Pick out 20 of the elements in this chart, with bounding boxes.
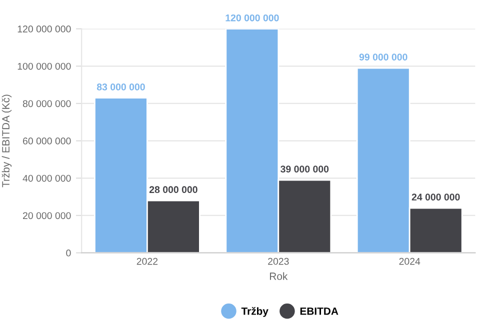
y-tick-label: 100 000 000 <box>18 62 71 70</box>
y-axis-title: Tržby / EBITDA (Kč) <box>2 94 12 188</box>
x-tick-label: 2024 <box>399 258 420 265</box>
x-axis-title: Rok <box>270 272 288 280</box>
data-label: 24 000 000 <box>412 194 460 201</box>
y-tick-label: 20 000 000 <box>23 212 71 220</box>
data-label: 120 000 000 <box>226 14 279 22</box>
y-tick-label: 40 000 000 <box>22 174 71 182</box>
data-label: 39 000 000 <box>280 166 329 173</box>
y-tick-label: 0 <box>66 250 71 256</box>
legend-label: EBITDA <box>300 308 338 315</box>
data-label: 99 000 000 <box>359 54 408 61</box>
y-tick-label: 60 000 000 <box>23 138 71 144</box>
data-label: 28 000 000 <box>149 186 198 194</box>
data-label: 83 000 000 <box>96 84 145 90</box>
y-tick-label: 80 000 000 <box>22 100 71 108</box>
x-tick-label: 2023 <box>268 258 289 265</box>
x-tick-label: 2022 <box>136 258 158 265</box>
y-tick-label: 120 000 000 <box>18 26 71 32</box>
legend-label: Tržby <box>241 306 268 317</box>
